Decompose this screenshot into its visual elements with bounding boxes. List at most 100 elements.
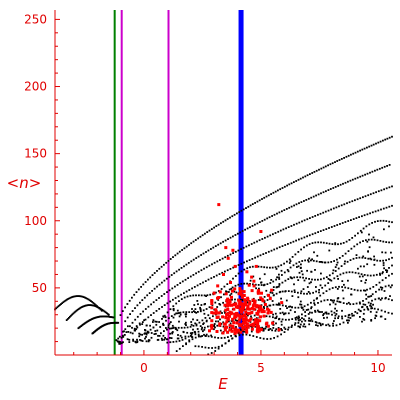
cloud-point <box>315 321 318 324</box>
band-2-point <box>366 172 369 175</box>
band-7-point <box>192 324 195 327</box>
cloud-point <box>146 331 149 334</box>
band-3-point <box>168 289 171 292</box>
band-2-point <box>359 175 362 178</box>
band-9-point <box>344 286 347 289</box>
band-2-point <box>278 211 281 214</box>
cloud-point <box>316 324 319 327</box>
left-arc-1-point <box>85 297 88 300</box>
band-1-point <box>379 140 382 143</box>
band-3-point <box>261 238 264 240</box>
band-4-point <box>172 298 174 301</box>
band-12-point <box>353 314 355 317</box>
band-12-point <box>224 342 227 345</box>
highlight-point <box>226 316 230 320</box>
highlight-point <box>223 326 227 330</box>
band-2-point <box>212 246 215 249</box>
band-10-point <box>317 302 319 304</box>
band-5-point <box>220 288 223 290</box>
band-8-point <box>315 290 317 293</box>
band-2-point <box>192 258 195 261</box>
band-1-point <box>149 276 152 279</box>
band-1-point <box>133 293 136 296</box>
band-2-point <box>236 232 239 235</box>
band-4-point <box>317 231 319 233</box>
highlight-point <box>233 331 237 335</box>
cloud-point <box>117 337 120 340</box>
cloud-point <box>203 312 206 315</box>
cloud-point <box>190 321 193 323</box>
cloud-point <box>213 325 215 327</box>
band-1-point <box>295 180 298 182</box>
cloud-point <box>280 320 283 323</box>
highlight-point <box>253 321 257 325</box>
band-5-point <box>342 242 345 244</box>
band-2-point <box>307 197 310 200</box>
band-11-point <box>387 298 390 301</box>
band-1-point <box>181 249 183 251</box>
highlight-point <box>244 321 248 325</box>
cloud-point <box>197 334 200 337</box>
band-1-point <box>256 200 259 203</box>
cloud-point <box>141 340 144 342</box>
cloud-point <box>343 283 345 286</box>
band-3-point <box>179 282 182 284</box>
left-arc-1-point <box>60 303 62 305</box>
band-1-point <box>224 219 227 222</box>
cloud-point <box>127 325 129 328</box>
band-4-point <box>330 226 333 228</box>
band-3-point <box>195 272 197 275</box>
band-6-point <box>310 259 312 262</box>
band-11-point <box>264 327 267 330</box>
highlight-point <box>252 279 256 283</box>
highlight-point <box>280 301 284 305</box>
highlight-point <box>228 311 232 315</box>
band-7-point <box>163 330 165 332</box>
band-9-point <box>384 277 387 279</box>
band-10-point <box>301 313 303 316</box>
band-4-point <box>325 228 328 230</box>
band-4-point <box>336 224 339 226</box>
cloud-point <box>306 286 309 288</box>
left-arc-1-point <box>91 301 94 303</box>
cloud-point <box>335 263 338 266</box>
band-3-point <box>189 275 192 278</box>
band-5-point <box>300 248 302 251</box>
left-arc-1-point <box>90 300 92 302</box>
cloud-point <box>302 288 305 290</box>
band-2-point <box>268 216 271 219</box>
band-2-point <box>361 174 364 177</box>
cloud-point <box>291 306 293 308</box>
cloud-point <box>195 311 198 314</box>
band-12-point <box>242 333 244 336</box>
highlight-point <box>226 304 229 308</box>
highlight-point <box>233 314 237 318</box>
band-4-point <box>246 260 248 263</box>
cloud-point <box>182 330 185 333</box>
band-2-point <box>178 268 180 271</box>
cloud-point <box>311 258 313 261</box>
cloud-point <box>347 321 349 324</box>
y-tick-label: 250 <box>24 12 47 26</box>
band-2-point <box>261 220 264 222</box>
band-4-point <box>352 218 355 220</box>
band-11-point <box>261 326 263 329</box>
cloud-point <box>265 289 268 292</box>
highlight-point <box>226 308 230 311</box>
highlight-point <box>228 298 232 302</box>
band-5-point <box>192 294 195 297</box>
band-3-point <box>155 299 158 301</box>
band-2-point <box>205 251 207 253</box>
band-8-point <box>199 325 202 327</box>
band-9-point <box>341 286 343 288</box>
highlight-point <box>226 330 230 334</box>
band-12-point <box>238 334 241 337</box>
cloud-point <box>319 322 322 325</box>
band-11-point <box>321 311 323 313</box>
cloud-point <box>172 309 175 312</box>
cloud-point <box>367 308 370 311</box>
cloud-point <box>272 327 275 329</box>
band-1-point <box>370 144 373 147</box>
cloud-point <box>284 312 286 315</box>
band-4-point <box>180 293 182 296</box>
